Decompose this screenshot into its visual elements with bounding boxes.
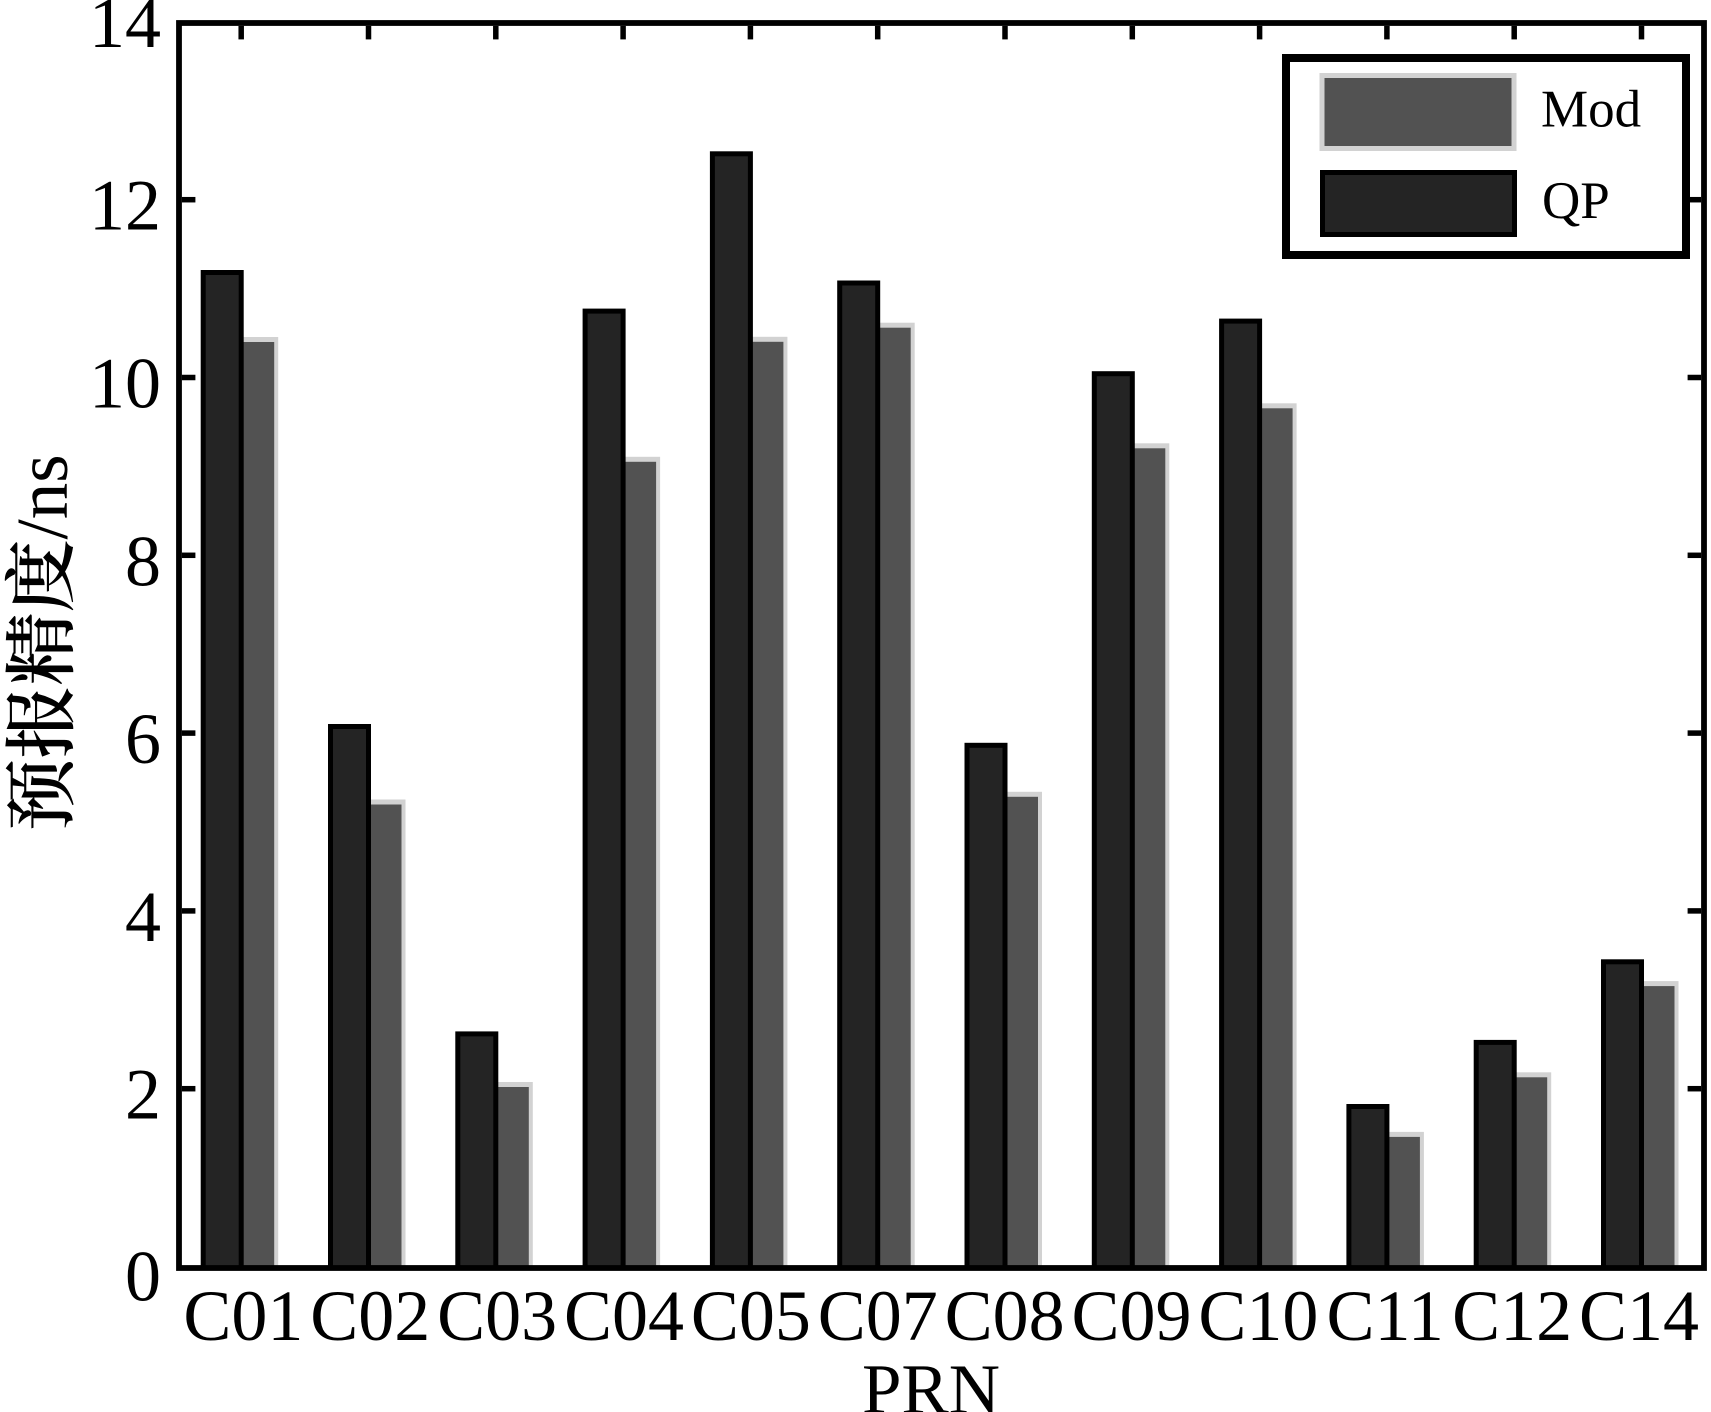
svg-text:PRN: PRN (862, 1351, 1000, 1412)
svg-text:C07: C07 (818, 1276, 938, 1356)
svg-text:10: 10 (89, 344, 161, 424)
svg-text:4: 4 (125, 877, 161, 957)
svg-text:C11: C11 (1327, 1276, 1444, 1356)
svg-text:8: 8 (125, 521, 161, 601)
svg-text:/ns: /ns (2, 454, 83, 539)
svg-text:C05: C05 (691, 1276, 811, 1356)
svg-text:Mod: Mod (1541, 81, 1641, 139)
svg-text:C14: C14 (1579, 1276, 1699, 1356)
svg-text:QP: QP (1542, 172, 1610, 230)
svg-text:C03: C03 (437, 1276, 557, 1356)
svg-text:12: 12 (89, 166, 161, 246)
svg-text:2: 2 (125, 1055, 161, 1135)
svg-text:C08: C08 (945, 1276, 1065, 1356)
svg-text:C02: C02 (310, 1276, 430, 1356)
svg-text:0: 0 (125, 1237, 161, 1317)
svg-text:C09: C09 (1071, 1276, 1191, 1356)
svg-text:C12: C12 (1452, 1276, 1572, 1356)
svg-text:C10: C10 (1198, 1276, 1318, 1356)
svg-text:6: 6 (125, 699, 161, 779)
svg-text:C01: C01 (183, 1276, 303, 1356)
svg-text:C04: C04 (564, 1276, 684, 1356)
svg-text:14: 14 (89, 0, 161, 63)
